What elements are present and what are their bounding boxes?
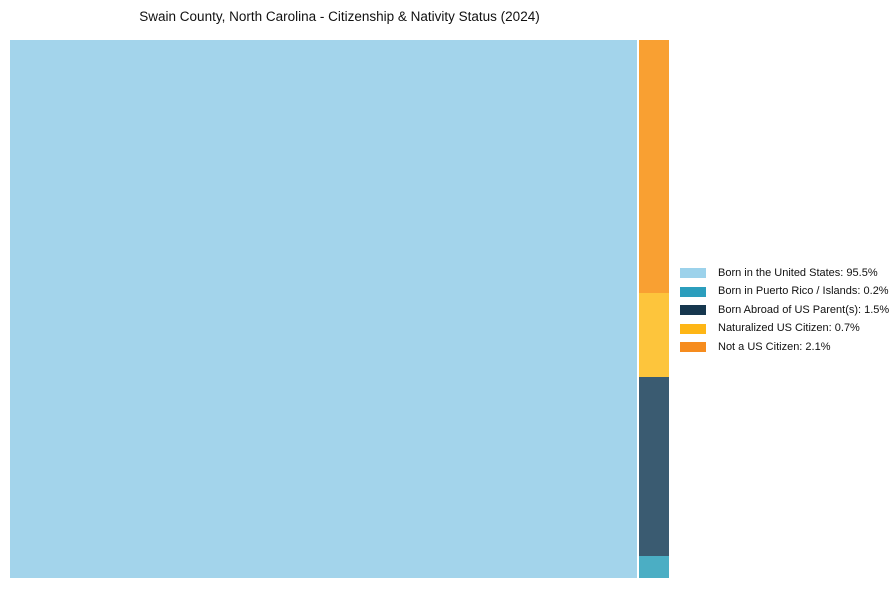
legend-item: Born in the United States: 95.5% bbox=[680, 264, 889, 283]
legend-label: Born in Puerto Rico / Islands: 0.2% bbox=[718, 285, 889, 298]
legend-label: Born Abroad of US Parent(s): 1.5% bbox=[718, 303, 889, 316]
chart-title: Swain County, North Carolina - Citizensh… bbox=[139, 9, 540, 24]
legend-swatch bbox=[680, 323, 706, 334]
treemap-rect-not-a-us-citizen bbox=[639, 40, 669, 293]
legend-item: Born in Puerto Rico / Islands: 0.2% bbox=[680, 283, 889, 302]
legend-swatch bbox=[680, 286, 706, 297]
treemap-rect-born-in-the-united-states bbox=[10, 40, 637, 578]
legend-swatch bbox=[680, 342, 706, 353]
legend-swatch bbox=[680, 268, 706, 279]
legend-label: Born in the United States: 95.5% bbox=[718, 266, 878, 279]
treemap-rect-born-abroad-of-us-parent-s bbox=[639, 377, 669, 556]
legend-label: Not a US Citizen: 2.1% bbox=[718, 340, 831, 353]
treemap-rect-born-in-puerto-rico-islands bbox=[639, 556, 669, 578]
treemap-rect-naturalized-us-citizen bbox=[639, 293, 669, 377]
legend-label: Naturalized US Citizen: 0.7% bbox=[718, 322, 860, 335]
legend-item: Born Abroad of US Parent(s): 1.5% bbox=[680, 301, 889, 320]
treemap-plot bbox=[10, 40, 669, 578]
legend: Born in the United States: 95.5% Born in … bbox=[680, 264, 889, 357]
legend-item: Not a US Citizen: 2.1% bbox=[680, 338, 889, 357]
legend-item: Naturalized US Citizen: 0.7% bbox=[680, 320, 889, 339]
legend-swatch bbox=[680, 305, 706, 316]
